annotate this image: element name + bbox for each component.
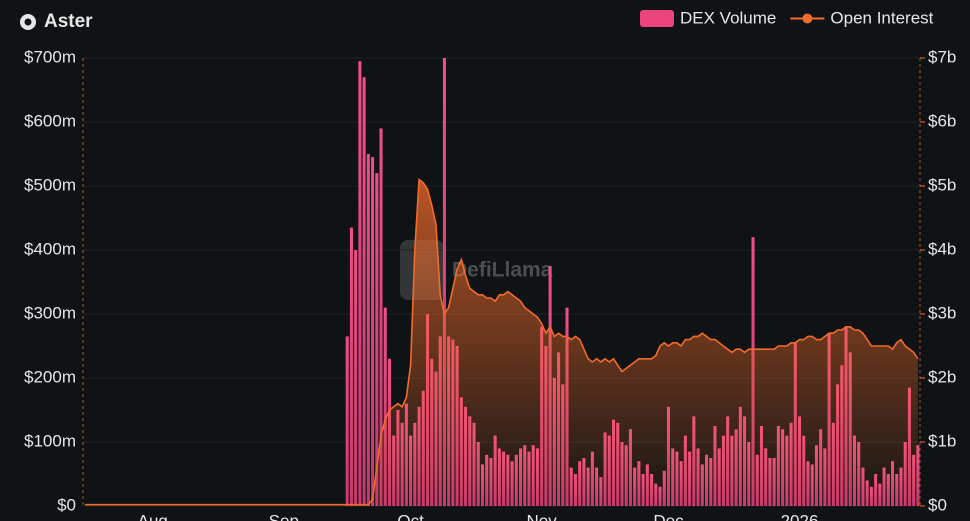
x-tick-label: Nov (527, 511, 558, 521)
bar (349, 227, 353, 506)
y2-tick-label: $2b (928, 367, 956, 386)
bar (442, 58, 446, 506)
y-tick-label: $700m (24, 47, 76, 66)
y-tick-label: $300m (24, 303, 76, 322)
bar (383, 307, 387, 506)
y2-tick-label: $0 (928, 495, 947, 514)
y-tick-label: $500m (24, 175, 76, 194)
y2-tick-label: $1b (928, 431, 956, 450)
x-tick-label: 2026 (781, 511, 819, 521)
y2-tick-label: $3b (928, 303, 956, 322)
bar (379, 128, 383, 506)
bar (354, 250, 358, 506)
legend-label: Open Interest (830, 8, 933, 27)
bar (358, 61, 362, 506)
bar (366, 154, 370, 506)
line (85, 178, 919, 506)
y-tick-label: $100m (24, 431, 76, 450)
watermark-text: DefiLlama (452, 259, 553, 282)
x-tick-label: Dec (653, 511, 684, 521)
y-tick-label: $400m (24, 239, 76, 258)
y-tick-label: $200m (24, 367, 76, 386)
y2-tick-label: $6b (928, 111, 956, 130)
plot (83, 57, 920, 507)
area-fill (85, 179, 918, 506)
legend-swatch-dot (802, 13, 813, 24)
bar (345, 336, 349, 506)
bar (375, 173, 379, 506)
chart-title: Aster (44, 11, 93, 32)
y2-tick-label: $4b (928, 239, 956, 258)
legend-swatch (640, 10, 674, 27)
legend-label: DEX Volume (680, 8, 776, 27)
bar (371, 157, 375, 506)
legend: DEX Volume Open Interest (640, 8, 934, 27)
bar (362, 77, 366, 506)
y2-tick-label: $7b (928, 47, 956, 66)
y2-tick-label: $5b (928, 175, 956, 194)
y-tick-label: $0 (57, 495, 76, 514)
title-icon-center (24, 18, 32, 26)
x-tick-label: Sep (269, 511, 299, 521)
x-tick-label: Oct (397, 511, 424, 521)
x-tick-label: Aug (138, 511, 168, 521)
y-tick-label: $600m (24, 111, 76, 130)
